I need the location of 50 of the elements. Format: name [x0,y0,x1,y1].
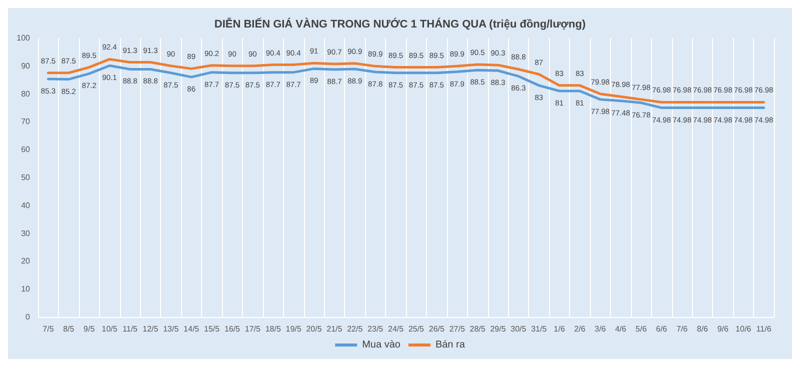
chart-title: DIỄN BIẾN GIÁ VÀNG TRONG NƯỚC 1 THÁNG QUA (triệu đồng/lượng) [214,18,586,30]
y-tick-label: 100 [16,34,31,42]
y-tick-label: 40 [21,200,31,210]
x-tick-label: 21/5 [326,324,343,334]
x-tick-label: 7/6 [676,324,688,334]
x-tick-label: 4/6 [615,324,627,334]
x-tick-label: 13/5 [163,324,180,334]
x-tick-label: 7/5 [42,324,54,334]
x-tick-label: 24/5 [388,324,404,334]
x-tick-label: 19/5 [286,324,302,334]
x-tick-label: 14/5 [184,324,200,334]
y-tick-label: 10 [21,284,31,294]
x-tick-label: 26/5 [428,324,445,334]
x-tick-label: 11/5 [122,324,138,334]
x-tick-label: 12/5 [142,324,159,334]
x-tick-label: 3/6 [594,324,606,334]
x-tick-label: 17/5 [244,324,261,334]
legend-label: Bán ra [435,340,466,350]
x-tick-label: 15/5 [204,324,220,334]
y-tick-label: 0 [26,312,31,322]
x-tick-label: 29/5 [490,324,506,334]
x-tick-label: 30/5 [510,324,527,334]
x-tick-label: 8/6 [696,324,709,334]
x-tick-label: 1/6 [554,324,566,334]
y-tick-label: 20 [21,256,31,266]
x-tick-label: 22/5 [347,324,364,334]
x-tick-label: 27/5 [449,324,466,334]
y-tick-label: 90 [21,61,31,70]
y-tick-label: 30 [21,228,31,238]
x-tick-label: 23/5 [368,324,384,334]
y-tick-label: 50 [21,173,31,182]
x-tick-label: 10/5 [102,324,118,334]
x-tick-label: 28/5 [470,324,486,334]
x-tick-label: 6/6 [656,324,668,334]
y-tick-label: 80 [21,89,31,98]
x-tick-label: 11/6 [756,324,772,334]
x-tick-label: 16/5 [224,324,241,334]
y-tick-label: 70 [21,117,31,126]
x-tick-label: 5/6 [636,324,648,334]
x-tick-label: 20/5 [306,324,322,334]
y-tick-label: 60 [21,145,31,154]
x-tick-label: 31/5 [531,324,548,334]
x-tick-label: 9/6 [717,324,729,334]
x-tick-label: 8/5 [63,324,75,334]
legend-label: Mua vào [362,340,401,350]
x-tick-label: 9/5 [84,324,96,334]
x-tick-label: 2/6 [574,324,586,334]
x-tick-label: 10/6 [736,324,752,334]
x-tick-label: 25/5 [408,324,425,334]
x-tick-label: 18/5 [265,324,282,334]
